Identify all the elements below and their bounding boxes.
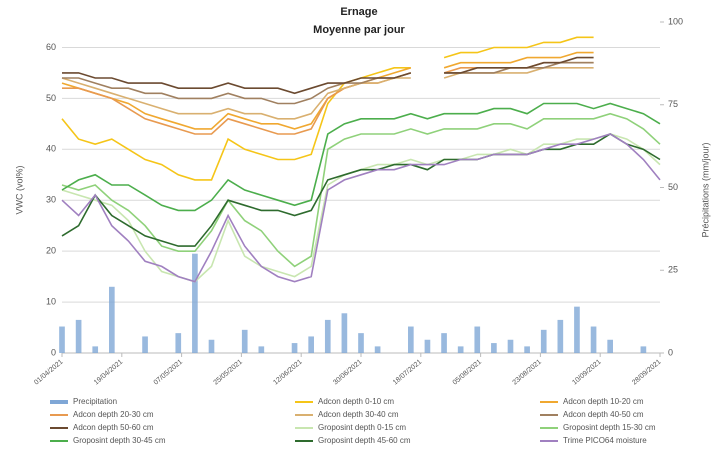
- y-tick-label: 10: [46, 296, 56, 306]
- legend-label: Groposint depth 30-45 cm: [73, 436, 166, 445]
- y2-tick-label: 100: [668, 16, 683, 26]
- precip-bar: [424, 339, 431, 353]
- precip-bar: [109, 286, 115, 353]
- x-tick-label: 05/08/2021: [452, 359, 483, 387]
- precip-bar: [258, 346, 265, 353]
- precip-bar: [607, 339, 613, 353]
- precip-bar: [324, 319, 331, 353]
- x-tick-label: 23/08/2021: [512, 359, 543, 387]
- series-line: [61, 133, 661, 283]
- legend-label: Adcon depth 30-40 cm: [318, 410, 399, 419]
- legend-label: Adcon depth 20-30 cm: [73, 410, 154, 419]
- x-tick-label: 19/04/2021: [93, 359, 124, 387]
- series-line: [61, 133, 661, 247]
- precip-bar: [59, 326, 65, 353]
- precip-bar: [192, 253, 198, 353]
- legend-label: Precipitation: [73, 397, 117, 406]
- legend-label: Adcon depth 40-50 cm: [563, 410, 644, 419]
- precip-bar: [457, 346, 464, 353]
- legend-label: Adcon depth 0-10 cm: [318, 397, 394, 406]
- precip-bar: [358, 333, 364, 353]
- precip-bar: [92, 346, 99, 353]
- precip-bar: [507, 339, 514, 353]
- legend-label: Groposint depth 0-15 cm: [318, 423, 406, 432]
- precip-bar: [574, 306, 580, 353]
- precip-bar: [557, 319, 564, 353]
- y-tick-label: 30: [46, 195, 56, 205]
- precip-bar: [441, 333, 447, 353]
- legend-label: Trime PICO64 moisture: [563, 436, 647, 445]
- y-tick-label: 0: [51, 347, 56, 357]
- x-tick-label: 01/04/2021: [33, 359, 64, 387]
- precip-bar: [175, 333, 182, 353]
- legend-swatch: [50, 400, 68, 404]
- y2-tick-label: 50: [668, 182, 678, 192]
- legend-label: Adcon depth 10-20 cm: [563, 397, 644, 406]
- legend-label: Groposint depth 45-60 cm: [318, 436, 411, 445]
- x-tick-label: 10/09/2021: [571, 359, 602, 387]
- precip-bar: [374, 346, 381, 353]
- precip-bar: [540, 329, 547, 353]
- precip-bar: [524, 346, 530, 353]
- precip-bar: [491, 343, 497, 353]
- precip-bar: [408, 326, 414, 353]
- precip-bar: [308, 336, 314, 353]
- x-tick-label: 28/09/2021: [631, 359, 662, 387]
- chart-subtitle: Moyenne par jour: [313, 24, 405, 36]
- chart-title: Ernage: [340, 6, 377, 18]
- y-tick-label: 40: [46, 144, 56, 154]
- series-line: [61, 112, 661, 268]
- precip-bar: [241, 329, 248, 353]
- series-line: [62, 37, 660, 180]
- series-line: [62, 53, 660, 129]
- y-tick-label: 50: [46, 93, 56, 103]
- precip-bar: [474, 326, 481, 353]
- x-tick-label: 30/06/2021: [332, 359, 363, 387]
- precip-bar: [75, 319, 82, 353]
- x-tick-label: 18/07/2021: [392, 359, 423, 387]
- y2-axis-label: Précipitations (mm/jour): [700, 142, 710, 237]
- precip-bar: [341, 313, 348, 353]
- series-line: [61, 133, 661, 283]
- precip-bar: [208, 339, 215, 353]
- series-line: [61, 102, 661, 212]
- y2-tick-label: 0: [668, 347, 673, 357]
- x-tick-label: 25/05/2021: [213, 359, 244, 387]
- y-tick-label: 60: [46, 42, 56, 52]
- legend-label: Adcon depth 50-60 cm: [73, 423, 154, 432]
- x-tick-label: 12/06/2021: [272, 359, 303, 387]
- precip-bar: [640, 346, 647, 353]
- y2-tick-label: 75: [668, 99, 678, 109]
- y2-tick-label: 25: [668, 265, 678, 275]
- y-axis-label: VWC (vol%): [14, 165, 24, 214]
- legend-label: Groposint depth 15-30 cm: [563, 423, 656, 432]
- precip-bar: [142, 336, 148, 353]
- precip-bar: [590, 326, 597, 353]
- precip-bar: [291, 343, 298, 353]
- y-tick-label: 20: [46, 246, 56, 256]
- x-tick-label: 07/05/2021: [153, 359, 184, 387]
